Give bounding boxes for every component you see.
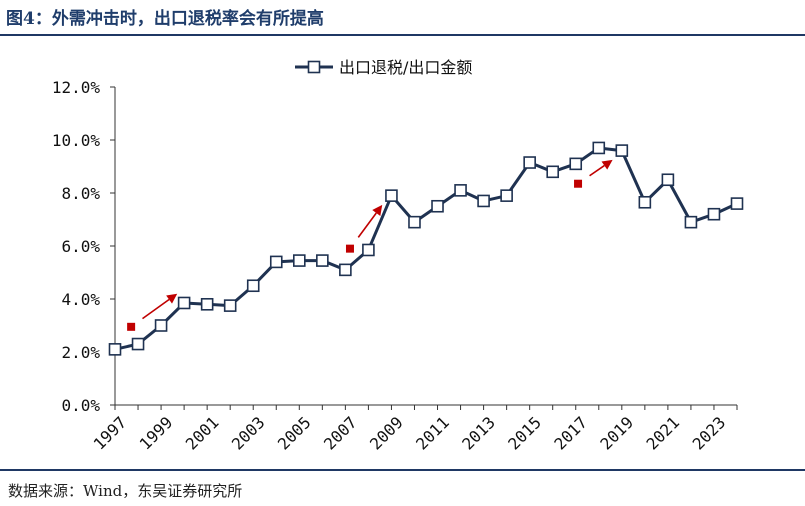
series-line: [114, 146, 738, 351]
data-point: [131, 337, 145, 351]
data-point: [362, 243, 375, 257]
legend-label: 出口退税/出口金额: [339, 58, 472, 77]
top-rule: [0, 34, 805, 36]
data-point: [569, 157, 583, 171]
data-point: [615, 144, 629, 157]
x-tick-label: 2011: [412, 413, 453, 454]
data-point: [269, 255, 283, 269]
arrow-shaft: [142, 298, 170, 320]
trend-arrows: [127, 159, 613, 331]
arrow-shaft: [357, 212, 377, 238]
data-point: [592, 141, 606, 155]
y-tick-label: 6.0%: [61, 237, 100, 256]
data-point: [454, 184, 467, 197]
figure-title: 图4：外需冲击时，出口退税率会有所提高: [6, 9, 324, 29]
data-point: [408, 215, 421, 229]
data-point: [292, 254, 306, 267]
data-point: [661, 173, 675, 187]
arrow-head: [601, 159, 613, 170]
x-tick-label: 2009: [366, 413, 407, 454]
y-tick-label: 8.0%: [61, 184, 100, 203]
x-tick-label: 2019: [596, 413, 637, 454]
legend-marker: [307, 60, 321, 74]
data-point: [177, 296, 191, 310]
data-point: [477, 194, 490, 208]
arrow-head: [166, 293, 178, 304]
data-point: [108, 343, 122, 356]
arrow-shaft: [589, 164, 605, 177]
data-point: [154, 319, 168, 332]
y-tick-label: 10.0%: [52, 131, 101, 150]
x-tick-label: 2007: [320, 413, 361, 454]
y-tick-label: 4.0%: [61, 290, 100, 309]
data-point: [684, 215, 698, 229]
arrow-head: [372, 204, 383, 216]
x-tick-label: 2013: [458, 413, 499, 454]
bottom-rule: [0, 469, 805, 471]
data-point: [431, 199, 444, 213]
source-note: 数据来源：Wind，东吴证券研究所: [8, 482, 243, 500]
data-point: [339, 263, 352, 277]
axes: 0.0%2.0%4.0%6.0%8.0%10.0%12.0%1997 1999 20…: [52, 78, 738, 454]
data-point: [500, 189, 513, 202]
data-point: [546, 165, 560, 179]
data-point: [730, 197, 744, 210]
x-tick-label: 1999: [136, 413, 177, 454]
y-tick-label: 2.0%: [61, 343, 100, 362]
legend: 出口退税/出口金额: [295, 58, 472, 77]
x-tick-label: 2023: [689, 413, 730, 454]
data-point: [200, 297, 214, 311]
x-tick-label: 2003: [228, 413, 269, 454]
x-tick-label: 2005: [274, 413, 315, 454]
data-point: [707, 207, 721, 221]
data-point: [638, 195, 652, 209]
x-tick-label: 2021: [643, 413, 684, 454]
series-group: [108, 141, 744, 356]
arrow-tail: [127, 322, 136, 331]
data-point: [223, 299, 237, 312]
arrow-tail: [345, 244, 354, 253]
data-point: [316, 254, 329, 267]
data-point: [523, 156, 536, 169]
x-tick-label: 2017: [550, 413, 591, 454]
x-tick-label: 2015: [504, 413, 545, 454]
arrow-tail: [574, 179, 583, 188]
y-tick-label: 12.0%: [52, 78, 101, 97]
data-point: [246, 279, 260, 293]
x-tick-label: 2001: [182, 413, 223, 454]
x-tick-label: 1997: [90, 413, 131, 454]
line-chart: 0.0%2.0%4.0%6.0%8.0%10.0%12.0%1997 1999 20…: [52, 58, 744, 454]
y-tick-label: 0.0%: [61, 396, 100, 415]
data-point: [385, 189, 398, 202]
